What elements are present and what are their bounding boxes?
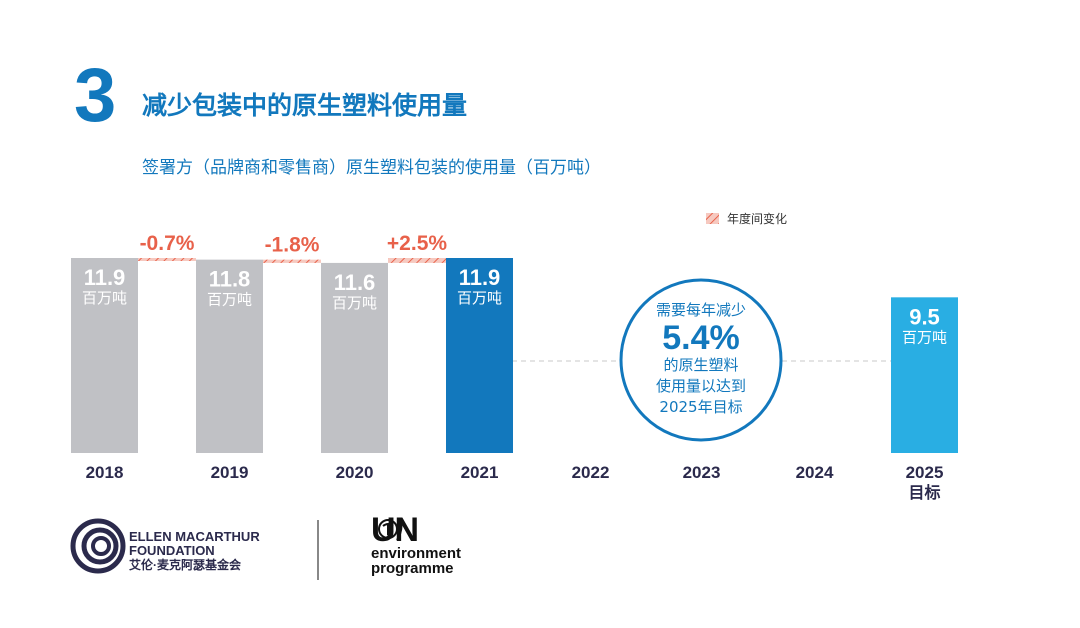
unep-logo: UN environment programme	[371, 511, 462, 577]
bar-unit-2018: 百万吨	[82, 289, 127, 307]
legend-swatch	[706, 213, 719, 224]
x-tick-2020: 2020	[336, 463, 374, 482]
annotation-value: 5.4%	[662, 319, 740, 357]
bar-value-2020: 11.6	[334, 270, 376, 295]
annotation-line4: 2025年目标	[659, 398, 742, 416]
x-tick-2021: 2021	[461, 463, 499, 482]
bar-2019	[196, 259, 263, 453]
annotation-circle	[619, 278, 783, 442]
bar-2018	[71, 258, 138, 453]
ellen-macarthur-logo-icon	[70, 518, 126, 574]
change-label-2020: -1.8%	[265, 234, 320, 257]
bar-value-2018: 11.9	[84, 265, 126, 290]
un-emblem-icon	[373, 517, 403, 541]
change-label-2021: +2.5%	[387, 232, 447, 255]
bar-2021	[446, 258, 513, 453]
x-tick-2018: 2018	[86, 463, 124, 482]
annotation-line3: 使用量以达到	[656, 377, 746, 395]
x-sublabel-2025: 目标	[908, 483, 940, 502]
page-title: 减少包装中的原生塑料使用量	[142, 91, 468, 120]
logo-divider	[317, 520, 319, 580]
bar-unit-2025: 百万吨	[902, 328, 947, 346]
bar-unit-2019: 百万吨	[207, 291, 252, 309]
bar-unit-2020: 百万吨	[332, 294, 377, 312]
x-tick-2023: 2023	[683, 463, 721, 482]
legend-label: 年度间变化	[727, 211, 787, 226]
bar-value-2025: 9.5	[909, 304, 940, 329]
annotation-line1: 需要每年减少	[656, 301, 746, 319]
bar-2020	[321, 262, 388, 453]
x-tick-2024: 2024	[796, 463, 834, 482]
x-tick-2022: 2022	[572, 463, 610, 482]
section-number: 3	[74, 53, 117, 138]
change-label-2019: -0.7%	[140, 232, 195, 255]
chart-subtitle: 签署方（品牌商和零售商）原生塑料包装的使用量（百万吨）	[142, 158, 601, 178]
change-hatch-2021	[388, 258, 446, 263]
bar-2025	[891, 297, 958, 453]
x-tick-2025: 2025	[906, 463, 944, 482]
bar-value-2021: 11.9	[459, 265, 501, 290]
bar-value-2019: 11.8	[209, 267, 251, 292]
change-hatch-2019	[138, 258, 196, 261]
ellen-macarthur-logo-text: ELLEN MACARTHUR FOUNDATION 艾伦·麦克阿瑟基金会	[129, 529, 260, 573]
x-tick-2019: 2019	[211, 463, 249, 482]
bar-unit-2021: 百万吨	[457, 289, 502, 307]
annotation-line2: 的原生塑料	[663, 356, 738, 374]
change-hatch-2020	[263, 259, 321, 263]
